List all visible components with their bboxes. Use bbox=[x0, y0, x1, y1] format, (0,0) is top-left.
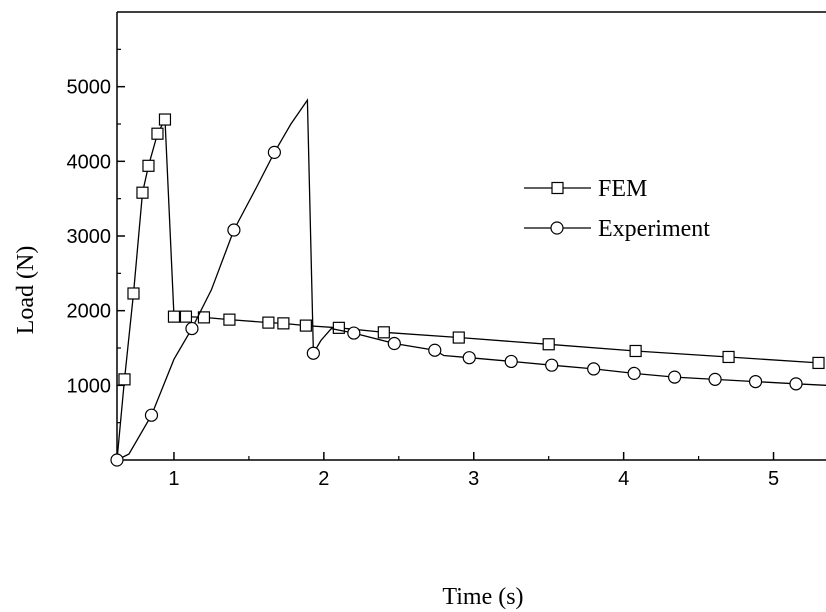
data-point-experiment bbox=[668, 370, 682, 384]
x-axis-title: Time (s) bbox=[442, 584, 523, 610]
data-point-fem bbox=[136, 186, 149, 199]
data-point-experiment bbox=[267, 145, 281, 159]
data-point-fem bbox=[332, 321, 345, 334]
data-point-experiment bbox=[110, 453, 124, 467]
data-point-fem bbox=[542, 338, 555, 351]
data-point-experiment bbox=[789, 377, 803, 391]
y-tick-label: 4000 bbox=[67, 151, 112, 173]
data-point-experiment bbox=[587, 362, 601, 376]
x-tick-label: 2 bbox=[318, 468, 329, 490]
data-point-fem bbox=[151, 127, 164, 140]
plot-frame bbox=[116, 11, 826, 461]
data-point-experiment bbox=[185, 321, 199, 336]
y-tick-label: 3000 bbox=[67, 226, 112, 248]
legend-label-experiment: Experiment bbox=[598, 216, 710, 242]
x-tick-label: 5 bbox=[768, 468, 779, 490]
legend-marker-experiment bbox=[550, 221, 564, 235]
x-tick-label: 1 bbox=[168, 468, 179, 490]
data-point-fem bbox=[299, 319, 312, 332]
data-point-fem bbox=[262, 316, 275, 329]
x-tick-label: 3 bbox=[468, 468, 479, 490]
data-point-experiment bbox=[545, 358, 559, 372]
data-point-fem bbox=[158, 113, 172, 126]
y-axis-ticks: 1000 2000 3000 4000 5000 bbox=[67, 48, 125, 424]
y-tick-label: 1000 bbox=[67, 375, 112, 397]
data-point-fem bbox=[629, 344, 642, 358]
data-point-fem bbox=[127, 287, 140, 300]
data-point-fem bbox=[377, 326, 390, 339]
legend: FEM Experiment bbox=[524, 176, 710, 242]
legend-label-fem: FEM bbox=[598, 176, 647, 202]
series-layer bbox=[110, 98, 826, 467]
legend-marker-fem bbox=[551, 181, 564, 195]
data-point-fem bbox=[223, 313, 236, 326]
y-tick-label: 2000 bbox=[67, 301, 112, 323]
series-line-experiment bbox=[116, 98, 826, 461]
data-point-experiment bbox=[504, 354, 518, 369]
x-tick-label: 4 bbox=[618, 468, 629, 490]
data-point-fem bbox=[812, 356, 825, 370]
y-axis-title: Load (N) bbox=[13, 246, 39, 335]
data-point-fem bbox=[142, 159, 155, 172]
data-point-fem bbox=[118, 373, 131, 386]
data-point-experiment bbox=[708, 372, 722, 386]
data-point-experiment bbox=[144, 408, 159, 422]
data-point-experiment bbox=[227, 223, 241, 237]
series-line-fem bbox=[116, 117, 819, 461]
data-point-experiment bbox=[627, 366, 641, 380]
data-point-experiment bbox=[306, 346, 320, 360]
data-point-experiment bbox=[748, 375, 763, 389]
data-point-experiment bbox=[347, 326, 361, 340]
data-point-fem bbox=[167, 310, 181, 323]
y-tick-label: 5000 bbox=[67, 77, 112, 99]
data-point-fem bbox=[179, 310, 193, 323]
x-axis-ticks: 1 2 3 4 5 bbox=[168, 452, 779, 490]
data-point-experiment bbox=[462, 351, 476, 365]
data-point-experiment bbox=[428, 343, 442, 357]
data-point-fem bbox=[452, 331, 465, 344]
data-point-experiment bbox=[387, 336, 401, 351]
data-point-fem bbox=[277, 317, 290, 330]
data-point-fem bbox=[722, 350, 735, 364]
data-point-fem bbox=[197, 311, 211, 324]
